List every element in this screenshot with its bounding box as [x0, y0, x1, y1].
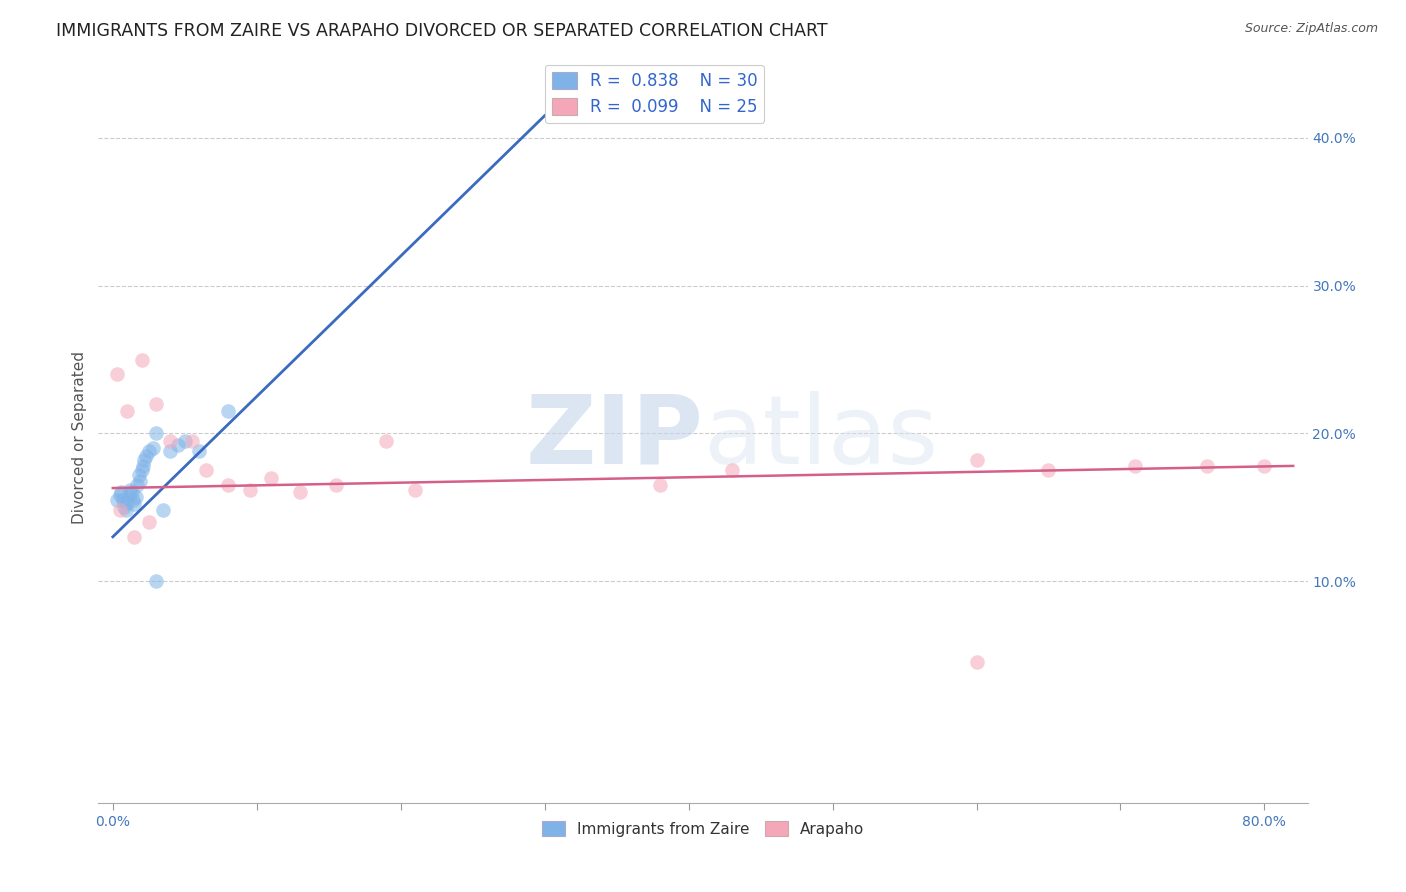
- Point: [325, 478, 347, 492]
- Point: [112, 500, 135, 515]
- Point: [195, 463, 218, 477]
- Point: [1253, 458, 1275, 473]
- Point: [217, 478, 239, 492]
- Point: [1195, 458, 1218, 473]
- Point: [131, 463, 153, 477]
- Point: [125, 490, 148, 504]
- Point: [966, 453, 988, 467]
- Point: [138, 444, 160, 458]
- Point: [115, 404, 138, 418]
- Point: [138, 515, 160, 529]
- Point: [166, 438, 188, 452]
- Point: [121, 485, 143, 500]
- Point: [105, 492, 128, 507]
- Point: [132, 458, 155, 473]
- Point: [122, 492, 145, 507]
- Point: [375, 434, 398, 448]
- Point: [260, 471, 283, 485]
- Point: [145, 397, 167, 411]
- Text: ZIP: ZIP: [524, 391, 703, 483]
- Point: [124, 530, 146, 544]
- Point: [110, 485, 132, 500]
- Point: [108, 488, 131, 502]
- Point: [720, 463, 742, 477]
- Point: [118, 488, 141, 502]
- Text: atlas: atlas: [703, 391, 938, 483]
- Point: [127, 478, 149, 492]
- Text: Source: ZipAtlas.com: Source: ZipAtlas.com: [1244, 22, 1378, 36]
- Point: [115, 496, 138, 510]
- Point: [111, 492, 134, 507]
- Point: [152, 503, 174, 517]
- Point: [131, 352, 153, 367]
- Point: [135, 449, 157, 463]
- Point: [404, 483, 426, 497]
- Point: [173, 434, 195, 448]
- Point: [1123, 458, 1146, 473]
- Point: [124, 497, 146, 511]
- Point: [114, 503, 136, 517]
- Point: [159, 444, 181, 458]
- Point: [134, 453, 156, 467]
- Point: [188, 444, 211, 458]
- Point: [142, 441, 165, 455]
- Point: [288, 485, 311, 500]
- Point: [145, 574, 167, 589]
- Point: [217, 404, 239, 418]
- Point: [966, 656, 988, 670]
- Point: [145, 426, 167, 441]
- Legend: Immigrants from Zaire, Arapaho: Immigrants from Zaire, Arapaho: [536, 814, 870, 843]
- Text: IMMIGRANTS FROM ZAIRE VS ARAPAHO DIVORCED OR SEPARATED CORRELATION CHART: IMMIGRANTS FROM ZAIRE VS ARAPAHO DIVORCE…: [56, 22, 828, 40]
- Point: [128, 467, 150, 482]
- Point: [108, 503, 131, 517]
- Point: [239, 483, 262, 497]
- Point: [181, 434, 204, 448]
- Point: [129, 474, 152, 488]
- Point: [105, 368, 128, 382]
- Point: [159, 434, 181, 448]
- Point: [1038, 463, 1060, 477]
- Point: [648, 478, 671, 492]
- Point: [120, 483, 142, 497]
- Y-axis label: Divorced or Separated: Divorced or Separated: [72, 351, 87, 524]
